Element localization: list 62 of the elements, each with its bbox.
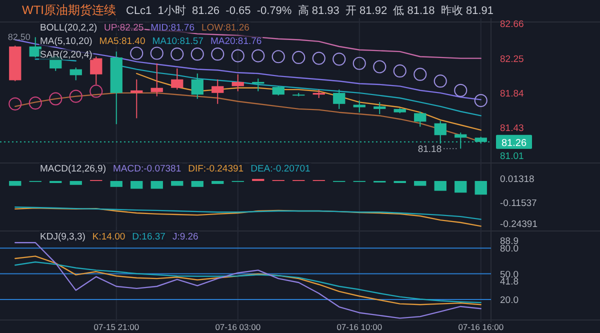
annotation: MID:81.76 bbox=[150, 22, 194, 34]
annotation: UP:82.25 bbox=[104, 22, 144, 34]
point bbox=[434, 74, 447, 88]
annotation: K:14.00 bbox=[92, 232, 126, 242]
point bbox=[373, 60, 386, 74]
annotation: MA5:81.40 bbox=[99, 36, 146, 47]
annotation: SAR(2,20,4) bbox=[40, 50, 92, 60]
point bbox=[8, 97, 22, 110]
annotation: BOLL(20,2,2) bbox=[40, 22, 98, 34]
annotation: MA(5,10,20) bbox=[40, 36, 92, 47]
y-tick-label: 82.25 bbox=[500, 54, 524, 65]
x-tick-label: 07-15 21:00 bbox=[94, 322, 140, 332]
annotation: MA10:81.57 bbox=[152, 36, 204, 47]
line-series bbox=[136, 72, 482, 131]
point bbox=[28, 96, 42, 110]
y-tick-label: -0.24391 bbox=[500, 219, 538, 230]
point bbox=[312, 52, 326, 65]
header: WTI原油期货连续 CLc1 1小时 81.26 -0.65 -0.79% 高 81.93 开 81.92 低 81.18 昨收 81.91 bbox=[22, 3, 494, 17]
point bbox=[90, 84, 103, 98]
y-tick-label: -0.11537 bbox=[500, 198, 537, 209]
point bbox=[252, 49, 265, 62]
annotation: D:16.37 bbox=[132, 232, 166, 242]
point bbox=[130, 46, 144, 60]
point bbox=[352, 56, 366, 70]
annotation: MACD(12,26,9) bbox=[40, 164, 106, 174]
line-series bbox=[14, 206, 482, 220]
point bbox=[332, 52, 346, 66]
ref-line-label: 81.26 bbox=[501, 138, 527, 149]
annotation: J:9.26 bbox=[172, 232, 198, 242]
point bbox=[150, 46, 164, 60]
annotation: MA20:81.76 bbox=[210, 36, 262, 47]
point bbox=[454, 84, 468, 97]
point bbox=[69, 90, 82, 103]
y-tick-label: 81.43 bbox=[500, 123, 524, 134]
y-tick-label: 81.01 bbox=[500, 151, 524, 162]
point bbox=[272, 50, 285, 64]
x-tick-label: 07-16 16:00 bbox=[458, 322, 504, 332]
point bbox=[190, 48, 204, 61]
y-tick-label: 80.0 bbox=[500, 244, 518, 255]
y-tick-label: 81.84 bbox=[500, 88, 524, 100]
annotation: DIF:-0.24391 bbox=[188, 164, 244, 174]
x-tick-label: 07-16 10:00 bbox=[336, 322, 382, 332]
annotation: 81.18 bbox=[418, 144, 442, 156]
y-tick-label: 0.01318 bbox=[500, 174, 534, 186]
y-tick-label: 41.8 bbox=[500, 276, 518, 288]
line-series bbox=[14, 242, 482, 319]
annotation: 82.50 bbox=[8, 32, 30, 42]
annotation: KDJ(9,3,3) bbox=[40, 232, 86, 242]
point bbox=[211, 48, 224, 61]
x-tick-label: 07-16 03:00 bbox=[215, 322, 261, 332]
point bbox=[292, 50, 306, 64]
point bbox=[49, 92, 62, 106]
annotation: LOW:81.26 bbox=[202, 22, 250, 34]
point bbox=[414, 68, 427, 81]
point bbox=[474, 94, 488, 108]
point bbox=[393, 64, 406, 78]
point bbox=[231, 49, 244, 62]
y-tick-label: 20.0 bbox=[500, 294, 518, 306]
y-tick-label: 82.66 bbox=[500, 19, 524, 30]
annotation: MACD:-0.07381 bbox=[113, 164, 182, 174]
annotation: DEA:-0.20701 bbox=[250, 164, 310, 174]
point bbox=[170, 48, 184, 61]
